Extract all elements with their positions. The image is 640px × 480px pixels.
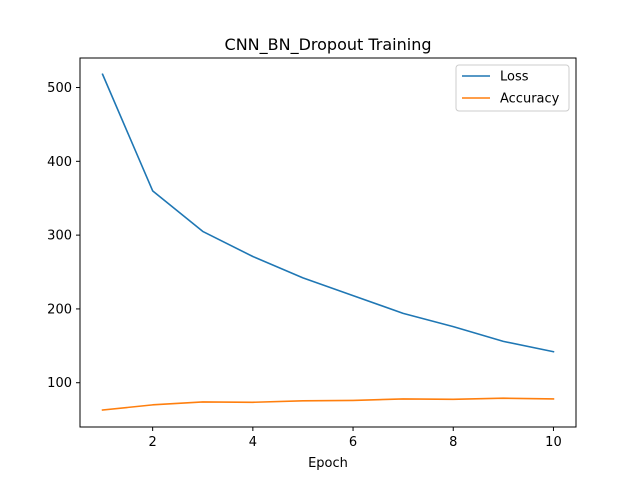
x-tick-label: 10	[545, 435, 562, 450]
x-tick-label: 8	[449, 435, 457, 450]
legend-items: Loss Accuracy	[462, 70, 560, 107]
series-line-loss	[101, 73, 555, 353]
y-tick-label: 400	[47, 155, 72, 170]
chart-title: CNN_BN_Dropout Training	[225, 35, 432, 55]
x-axis-label: Epoch	[308, 456, 348, 471]
series-layer	[101, 73, 555, 411]
legend: Loss Accuracy	[455, 64, 570, 112]
x-axis-ticks: 2 4 6 8 10	[149, 427, 562, 450]
y-tick-label: 300	[47, 229, 72, 244]
legend-label-loss: Loss	[500, 70, 529, 85]
y-tick-label: 100	[47, 376, 72, 391]
y-tick-label: 200	[47, 302, 72, 317]
legend-label-accuracy: Accuracy	[500, 92, 560, 107]
plot-frame	[79, 57, 577, 428]
y-tick-label: 500	[47, 81, 72, 96]
series-line-accuracy	[101, 397, 555, 411]
x-tick-label: 6	[349, 435, 357, 450]
y-axis-ticks: 100 200 300 400 500	[47, 81, 80, 391]
x-tick-label: 2	[149, 435, 157, 450]
x-tick-label: 4	[249, 435, 257, 450]
